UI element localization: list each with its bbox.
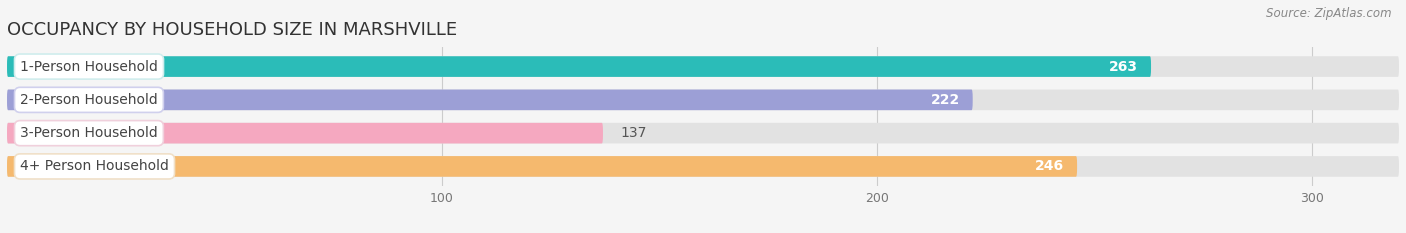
- Text: Source: ZipAtlas.com: Source: ZipAtlas.com: [1267, 7, 1392, 20]
- FancyBboxPatch shape: [7, 89, 1399, 110]
- Text: 4+ Person Household: 4+ Person Household: [20, 159, 169, 173]
- Text: 1-Person Household: 1-Person Household: [20, 60, 157, 74]
- FancyBboxPatch shape: [7, 156, 1077, 177]
- FancyBboxPatch shape: [7, 56, 1399, 77]
- Text: 263: 263: [1109, 60, 1137, 74]
- Text: OCCUPANCY BY HOUSEHOLD SIZE IN MARSHVILLE: OCCUPANCY BY HOUSEHOLD SIZE IN MARSHVILL…: [7, 21, 457, 39]
- Text: 2-Person Household: 2-Person Household: [20, 93, 157, 107]
- Text: 246: 246: [1035, 159, 1064, 173]
- Text: 137: 137: [620, 126, 647, 140]
- FancyBboxPatch shape: [7, 56, 1152, 77]
- Text: 222: 222: [931, 93, 960, 107]
- FancyBboxPatch shape: [7, 123, 1399, 144]
- FancyBboxPatch shape: [7, 123, 603, 144]
- FancyBboxPatch shape: [7, 89, 973, 110]
- Text: 3-Person Household: 3-Person Household: [20, 126, 157, 140]
- FancyBboxPatch shape: [7, 156, 1399, 177]
